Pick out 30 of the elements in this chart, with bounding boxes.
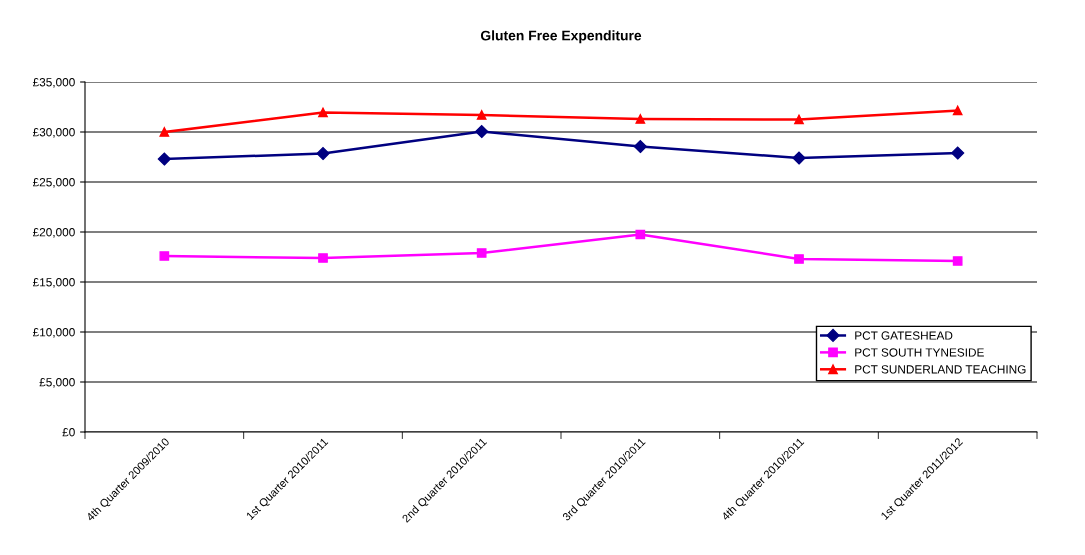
point bbox=[951, 146, 965, 160]
point bbox=[476, 248, 487, 258]
point bbox=[159, 127, 170, 137]
legend-label: PCT SUNDERLAND TEACHING bbox=[855, 365, 1026, 374]
point bbox=[633, 139, 647, 154]
point bbox=[952, 256, 963, 266]
point bbox=[635, 229, 646, 240]
point bbox=[316, 146, 330, 161]
point bbox=[794, 254, 804, 264]
chart-title: Gluten Free Expenditure bbox=[480, 30, 642, 44]
y-tick-label: £15,000 bbox=[32, 278, 75, 288]
point bbox=[318, 107, 328, 118]
legend-label: PCT SOUTH TYNESIDE bbox=[855, 348, 984, 357]
point bbox=[635, 114, 646, 124]
point bbox=[318, 253, 328, 263]
point bbox=[157, 152, 171, 166]
y-tick-label: £20,000 bbox=[32, 228, 75, 238]
point bbox=[792, 151, 806, 165]
y-tick-label: £0 bbox=[62, 428, 75, 437]
y-tick-label: £5,000 bbox=[39, 378, 75, 388]
y-tick-label: £10,000 bbox=[32, 328, 75, 338]
legend-label: PCT GATESHEAD bbox=[855, 331, 953, 340]
point bbox=[476, 110, 487, 120]
y-tick-label: £25,000 bbox=[32, 178, 75, 188]
y-tick-label: £30,000 bbox=[32, 128, 75, 138]
point bbox=[794, 114, 804, 125]
point bbox=[159, 251, 170, 261]
y-tick-label: £35,000 bbox=[32, 78, 75, 88]
point bbox=[952, 105, 963, 116]
point bbox=[475, 124, 489, 139]
